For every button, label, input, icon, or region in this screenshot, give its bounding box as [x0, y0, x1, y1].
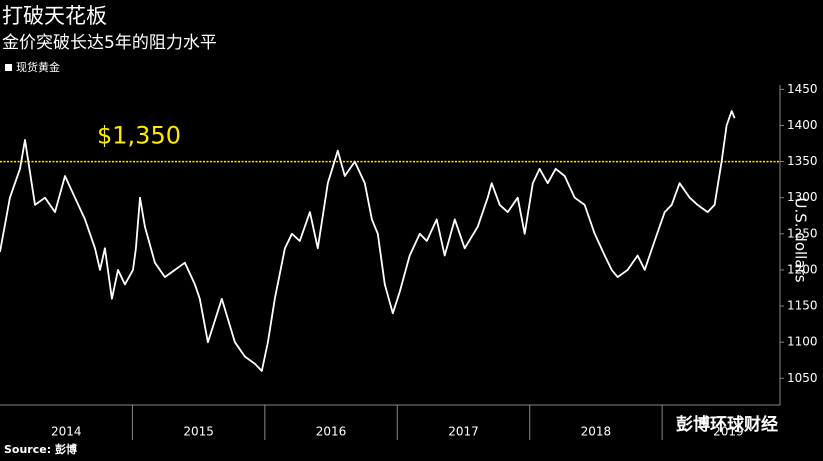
watermark: 彭博环球财经: [676, 414, 778, 435]
legend-label: 现货黄金: [16, 60, 60, 74]
y-tick-label: 1350: [787, 154, 818, 168]
x-tick-label: 2019: [713, 425, 744, 439]
y-tick-label: 1100: [787, 335, 818, 349]
reference-label: $1,350: [97, 122, 181, 150]
y-tick-label: 1300: [787, 190, 818, 204]
price-line: [0, 110, 736, 372]
y-tick-label: 1400: [787, 118, 818, 132]
y-tick-label: 1050: [787, 371, 818, 385]
x-tick-label: 2016: [316, 425, 347, 439]
source: Source: 彭博: [4, 442, 77, 456]
y-tick-label: 1450: [787, 82, 818, 96]
legend-marker: [5, 64, 12, 71]
x-tick-label: 2017: [448, 425, 479, 439]
y-tick-label: 1150: [787, 299, 818, 313]
x-tick-label: 2015: [183, 425, 214, 439]
chart-subtitle: 金价突破长达5年的阻力水平: [2, 33, 217, 53]
x-tick-label: 2018: [581, 425, 612, 439]
y-tick-label: 1200: [787, 262, 818, 276]
x-tick-label: 2014: [51, 425, 82, 439]
y-axis-label: U.S. dollars: [792, 197, 810, 282]
chart-title: 打破天花板: [2, 4, 107, 28]
y-tick-label: 1250: [787, 226, 818, 240]
